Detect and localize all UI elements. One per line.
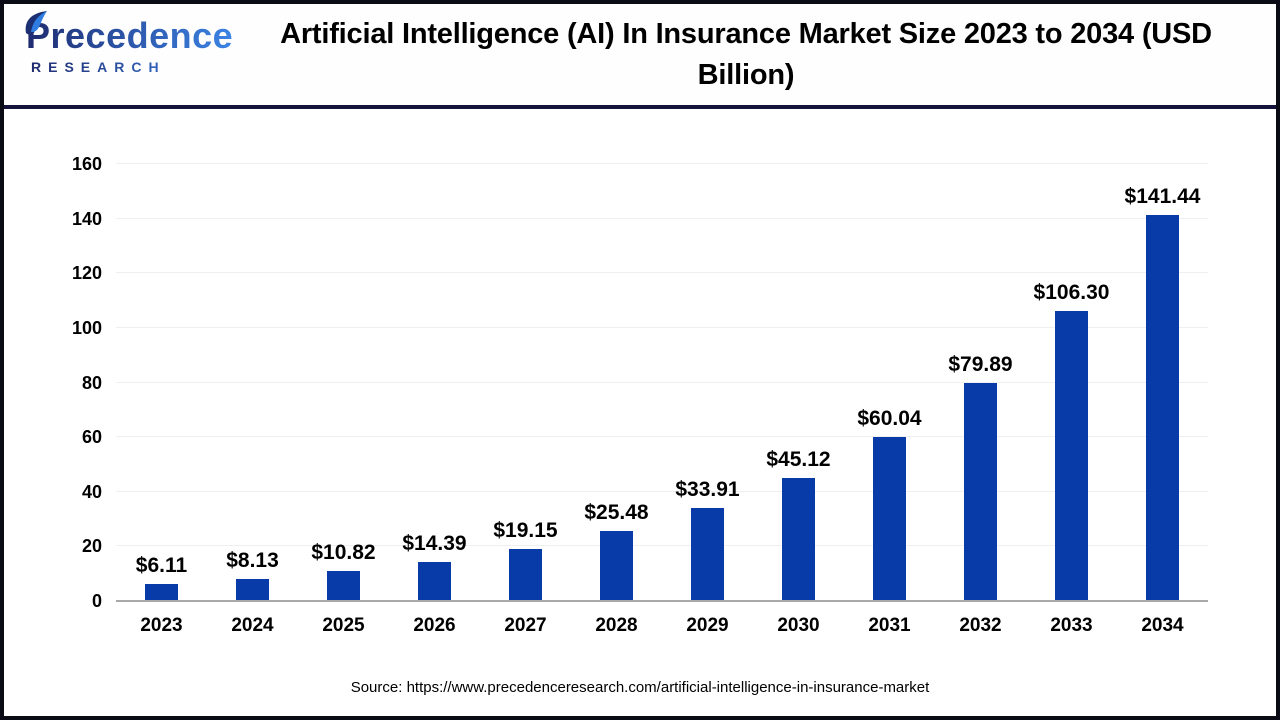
- bar-2026: [418, 561, 451, 601]
- y-tick-0: 0: [91, 591, 102, 611]
- bar-group-2028: $25.48: [571, 164, 662, 601]
- x-tick-2028: 2028: [595, 615, 638, 636]
- bar-value-label-2031: $60.04: [857, 407, 922, 431]
- bar-2025: [327, 571, 360, 601]
- bar-2031: [873, 437, 906, 601]
- x-tick-2033: 2033: [1050, 615, 1093, 636]
- y-tick-120: 120: [71, 263, 102, 284]
- precedence-research-logo: Precedence RESEARCH: [24, 11, 239, 75]
- bar-group-2026: $14.39: [389, 164, 480, 601]
- x-tick-2031: 2031: [868, 615, 911, 636]
- bar-group-2031: $60.04: [844, 164, 935, 601]
- header: Precedence RESEARCH Artificial Intellige…: [4, 4, 1276, 109]
- plot-area: $6.11 $8.13 $10.82 $14.39 $19.15 $25.48 $33.91…: [72, 154, 1208, 611]
- x-tick-2023: 2023: [140, 615, 183, 636]
- bar-group-2034: $141.44: [1117, 164, 1208, 601]
- bar-group-2027: $19.15: [480, 164, 571, 601]
- bar-value-label-2033: $106.30: [1033, 280, 1110, 304]
- x-axis-line: [116, 600, 1208, 602]
- chart-title: Artificial Intelligence (AI) In Insuranc…: [280, 17, 1212, 91]
- bar-group-2024: $8.13: [207, 164, 298, 601]
- x-labels-row: 2023 2024 2025 2026 2027 2028 2029 2030 2031 2032…: [116, 615, 1208, 637]
- y-tick-60: 60: [81, 427, 102, 448]
- bar-2032: [964, 382, 997, 601]
- x-tick-2027: 2027: [504, 615, 547, 636]
- bar-group-2029: $33.91: [662, 164, 753, 601]
- gridline-160: [116, 163, 1208, 164]
- bar-group-2023: $6.11: [116, 164, 207, 601]
- bar-2029: [691, 508, 724, 601]
- gridline-120: [116, 272, 1208, 274]
- bar-value-label-2026: $14.39: [402, 531, 467, 555]
- gridline-140: [116, 217, 1208, 219]
- bar-2034: [1146, 214, 1179, 601]
- bars-row: $6.11 $8.13 $10.82 $14.39 $19.15 $25.48 $33.91…: [116, 164, 1208, 601]
- bar-value-label-2024: $8.13: [226, 548, 279, 572]
- x-tick-2032: 2032: [959, 615, 1002, 636]
- gridline-40: [116, 490, 1208, 492]
- x-tick-2034: 2034: [1141, 615, 1184, 636]
- bar-2033: [1055, 310, 1088, 601]
- y-tick-160: 160: [71, 154, 102, 174]
- x-tick-2030: 2030: [777, 615, 820, 636]
- x-tick-2029: 2029: [686, 615, 729, 636]
- source-citation: Source: https://www.precedenceresearch.c…: [350, 679, 930, 696]
- leaf-icon: [25, 11, 47, 35]
- x-tick-2026: 2026: [413, 615, 456, 636]
- bar-2030: [782, 477, 815, 601]
- bar-2027: [509, 548, 542, 601]
- y-tick-40: 40: [81, 481, 102, 502]
- x-tick-2024: 2024: [231, 615, 274, 636]
- bar-value-label-2028: $25.48: [584, 501, 649, 525]
- bar-group-2025: $10.82: [298, 164, 389, 601]
- bar-value-label-2023: $6.11: [135, 554, 188, 578]
- bar-value-label-2030: $45.12: [766, 447, 831, 471]
- bar-group-2030: $45.12: [753, 164, 844, 601]
- logo-brand-text: Precedence: [24, 16, 239, 56]
- y-tick-100: 100: [71, 317, 102, 338]
- y-tick-20: 20: [81, 536, 102, 557]
- chart-area: $6.11 $8.13 $10.82 $14.39 $19.15 $25.48 $33.91…: [4, 109, 1276, 716]
- gridline-100: [116, 326, 1208, 328]
- bar-group-2032: $79.89: [935, 164, 1026, 601]
- gridline-20: [116, 545, 1208, 547]
- bar-value-label-2029: $33.91: [675, 478, 740, 502]
- bar-group-2033: $106.30: [1026, 164, 1117, 601]
- bar-value-label-2025: $10.82: [311, 541, 376, 565]
- bar-value-label-2027: $19.15: [493, 518, 558, 542]
- bar-2023: [145, 584, 178, 601]
- gridline-60: [116, 436, 1208, 438]
- bar-value-label-2034: $141.44: [1124, 184, 1201, 208]
- x-tick-2025: 2025: [322, 615, 365, 636]
- y-tick-80: 80: [81, 372, 102, 393]
- y-tick-140: 140: [71, 208, 102, 229]
- gridline-80: [116, 381, 1208, 383]
- logo-subtitle-text: RESEARCH: [31, 59, 239, 75]
- bar-2028: [600, 531, 633, 601]
- bar-value-label-2032: $79.89: [948, 352, 1013, 376]
- bar-2024: [236, 578, 269, 601]
